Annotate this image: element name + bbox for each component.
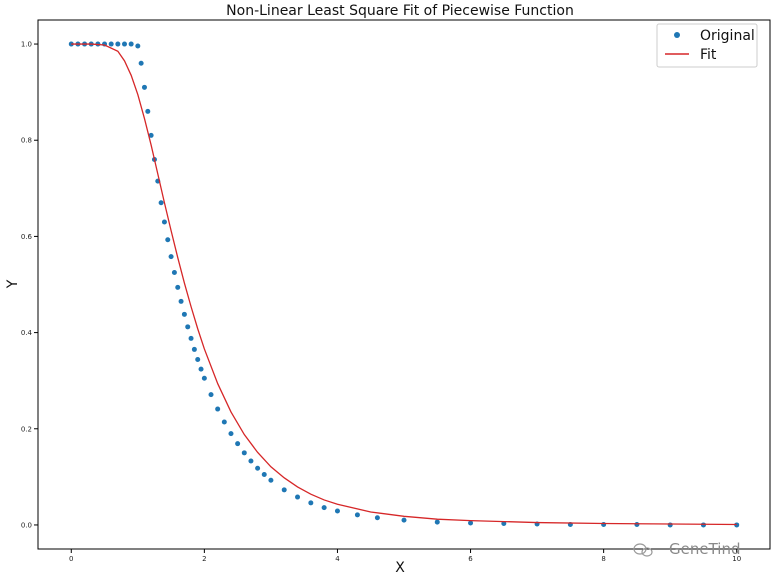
original-data-point — [115, 41, 121, 47]
x-tick-label: 8 — [601, 555, 605, 563]
x-tick-label: 2 — [202, 555, 206, 563]
original-data-point — [241, 450, 247, 456]
legend: Original Fit — [656, 23, 758, 68]
original-data-point — [148, 132, 154, 138]
original-data-point — [334, 508, 340, 514]
original-data-point — [191, 346, 197, 352]
original-data-point — [141, 84, 147, 90]
original-data-point — [434, 519, 440, 525]
legend-original-label: Original — [700, 28, 755, 44]
original-data-point — [198, 366, 204, 372]
legend-fit-label: Fit — [700, 47, 717, 63]
original-data-point — [201, 375, 207, 381]
x-tick-label: 4 — [335, 555, 340, 563]
y-tick-label: 1.0 — [21, 41, 32, 49]
original-data-point — [354, 512, 360, 518]
original-data-point — [215, 406, 221, 412]
original-data-point — [228, 431, 234, 437]
original-data-point — [178, 298, 184, 304]
original-data-point — [175, 284, 181, 290]
original-data-point — [195, 357, 201, 363]
y-tick-label: 0.8 — [21, 137, 32, 145]
original-data-point — [145, 108, 151, 114]
original-data-point — [321, 505, 327, 511]
plot-marks — [68, 41, 740, 528]
y-tick-label: 0.2 — [21, 425, 32, 433]
original-data-point — [188, 335, 194, 341]
original-data-point — [401, 517, 407, 523]
x-axis-label: X — [395, 560, 405, 576]
legend-box — [656, 23, 758, 68]
wechat-icon — [633, 543, 653, 557]
original-data-point — [221, 419, 227, 425]
original-data-point — [634, 521, 640, 527]
original-data-point — [122, 41, 128, 47]
original-data-point — [308, 500, 314, 506]
original-data-point — [601, 521, 607, 527]
original-data-point — [208, 392, 214, 398]
chart-title: Non-Linear Least Square Fit of Piecewise… — [226, 3, 574, 19]
y-axis-ticks: 0.0 0.2 0.4 0.6 0.8 1.0 — [21, 41, 38, 529]
original-data-point — [468, 520, 474, 526]
original-data-point — [248, 458, 254, 464]
y-tick-label: 0.0 — [21, 521, 32, 529]
original-data-point — [181, 311, 187, 317]
plot-area-frame — [37, 19, 771, 550]
original-data-point — [374, 515, 380, 521]
original-data-point — [165, 237, 171, 243]
original-data-point — [268, 477, 274, 483]
original-data-point — [734, 522, 740, 528]
original-data-point — [161, 219, 167, 225]
original-data-point — [255, 465, 261, 471]
original-data-point — [295, 494, 301, 500]
original-data-point — [138, 60, 144, 66]
y-tick-label: 0.6 — [21, 233, 33, 241]
original-data-point — [281, 487, 287, 493]
original-data-point — [128, 41, 134, 47]
original-data-point — [700, 522, 706, 528]
original-data-point — [108, 41, 114, 47]
watermark: GeneTind — [633, 540, 740, 558]
watermark-text: GeneTind — [669, 540, 740, 558]
original-data-point — [235, 441, 241, 447]
fit-line — [71, 43, 737, 526]
original-data-point — [185, 324, 191, 330]
original-data-point — [168, 254, 174, 260]
y-axis-label: Y — [5, 279, 21, 289]
x-tick-label: 10 — [732, 555, 741, 563]
x-axis-ticks: 0 2 4 6 8 10 — [69, 549, 741, 563]
original-data-point — [171, 269, 177, 275]
original-data-point — [135, 43, 141, 49]
x-tick-label: 6 — [468, 555, 473, 563]
legend-original-marker — [674, 32, 680, 38]
original-data-point — [261, 471, 267, 477]
x-tick-label: 0 — [69, 555, 73, 563]
y-tick-label: 0.4 — [21, 329, 33, 337]
original-data-point — [158, 200, 164, 206]
original-data-point — [667, 522, 673, 528]
